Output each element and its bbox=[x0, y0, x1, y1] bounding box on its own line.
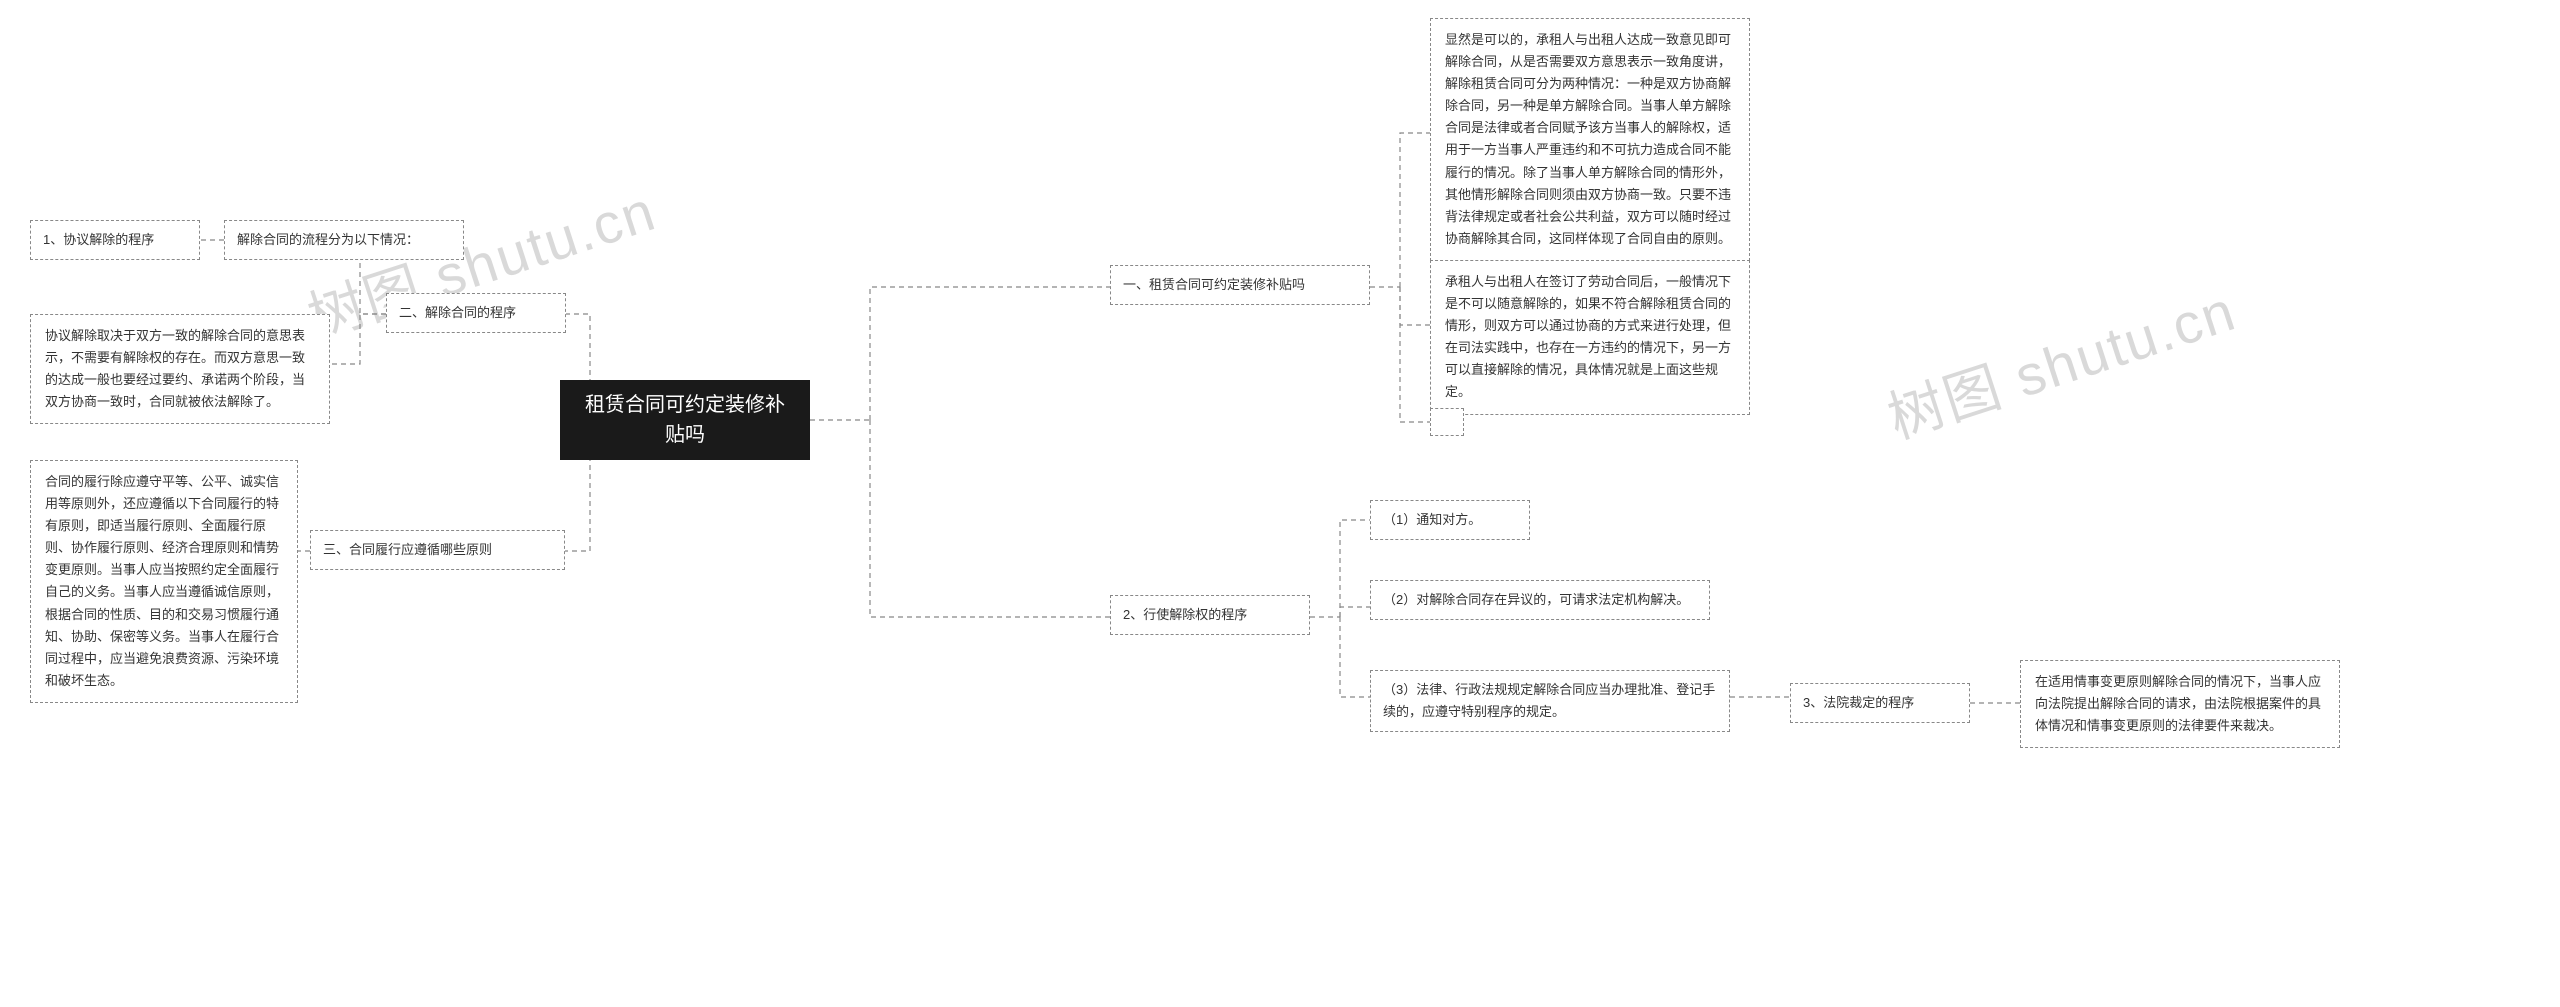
node-r1c-empty bbox=[1430, 408, 1464, 436]
node-l1a: 1、协议解除的程序 bbox=[30, 220, 200, 260]
node-l1c: 协议解除取决于双方一致的解除合同的意思表示，不需要有解除权的存在。而双方意思一致… bbox=[30, 314, 330, 424]
node-r1a: 显然是可以的，承租人与出租人达成一致意见即可解除合同，从是否需要双方意思表示一致… bbox=[1430, 18, 1750, 261]
node-r3a: 在适用情事变更原则解除合同的情况下，当事人应向法院提出解除合同的请求，由法院根据… bbox=[2020, 660, 2340, 748]
node-l2a: 合同的履行除应遵守平等、公平、诚实信用等原则外，还应遵循以下合同履行的特有原则，… bbox=[30, 460, 298, 703]
node-r2b: （2）对解除合同存在异议的，可请求法定机构解决。 bbox=[1370, 580, 1710, 620]
node-r2a: （1）通知对方。 bbox=[1370, 500, 1530, 540]
node-l1b: 解除合同的流程分为以下情况： bbox=[224, 220, 464, 260]
node-r1: 一、租赁合同可约定装修补贴吗 bbox=[1110, 265, 1370, 305]
node-r2: 2、行使解除权的程序 bbox=[1110, 595, 1310, 635]
root-text: 租赁合同可约定装修补贴吗 bbox=[580, 390, 790, 450]
node-r3: 3、法院裁定的程序 bbox=[1790, 683, 1970, 723]
node-r1b: 承租人与出租人在签订了劳动合同后，一般情况下是不可以随意解除的，如果不符合解除租… bbox=[1430, 260, 1750, 415]
connectors bbox=[0, 0, 2560, 1007]
root-node: 租赁合同可约定装修补贴吗 bbox=[560, 380, 810, 460]
node-l1: 二、解除合同的程序 bbox=[386, 293, 566, 333]
node-r2c: （3）法律、行政法规规定解除合同应当办理批准、登记手续的，应遵守特别程序的规定。 bbox=[1370, 670, 1730, 732]
node-l2: 三、合同履行应遵循哪些原则 bbox=[310, 530, 565, 570]
